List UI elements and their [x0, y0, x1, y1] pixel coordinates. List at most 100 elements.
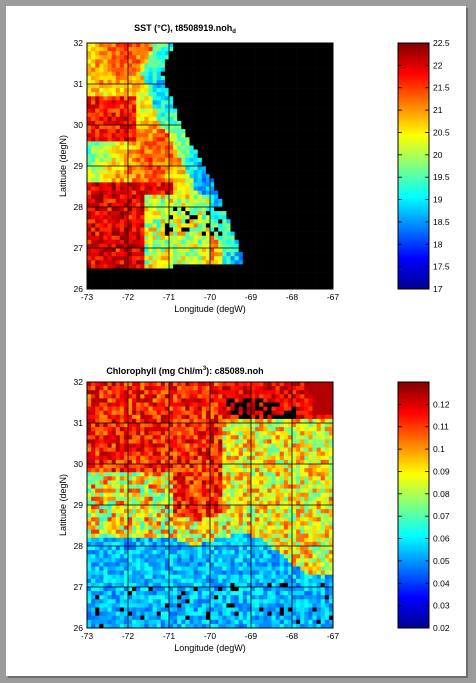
map-cell: [234, 186, 239, 191]
map-cell: [205, 435, 211, 440]
map-cell: [107, 394, 112, 399]
map-cell: [210, 223, 215, 228]
map-cell: [218, 414, 223, 420]
map-cell: [115, 170, 121, 175]
map-cell: [255, 194, 260, 200]
map-cell: [132, 75, 137, 81]
map-cell: [324, 402, 330, 407]
map-cell: [263, 268, 268, 273]
map-cell: [304, 174, 309, 179]
map-cell: [148, 276, 153, 282]
map-cell: [144, 398, 149, 403]
map-cell: [197, 235, 203, 241]
map-cell: [222, 120, 227, 126]
map-cell: [259, 190, 264, 195]
map-cell: [246, 161, 252, 167]
map-cell: [234, 170, 239, 175]
map-cell: [197, 398, 203, 403]
map-cell: [123, 174, 129, 179]
map-cell: [164, 451, 170, 457]
map-cell: [140, 443, 145, 448]
map-cell: [328, 227, 334, 232]
map-cell: [292, 243, 297, 249]
map-cell: [238, 202, 244, 208]
map-cell: [189, 202, 194, 208]
map-cell: [267, 190, 272, 195]
map-cell: [210, 219, 215, 224]
map-cell: [296, 104, 301, 109]
map-cell: [275, 71, 280, 77]
map-cell: [267, 451, 272, 457]
map-cell: [136, 141, 141, 146]
map-cell: [251, 108, 256, 113]
map-cell: [271, 141, 276, 146]
map-cell: [197, 190, 203, 195]
map-cell: [185, 248, 190, 253]
x-tick-label: -68: [286, 292, 299, 302]
map-cell: [164, 435, 170, 440]
map-cell: [320, 447, 326, 452]
map-cell: [316, 182, 321, 187]
map-cell: [292, 439, 297, 444]
map-cell: [279, 92, 285, 97]
map-cell: [324, 71, 330, 77]
map-cell: [164, 71, 170, 77]
map-cell: [95, 157, 100, 163]
map-cell: [193, 51, 198, 56]
map-cell: [119, 280, 125, 286]
map-cell: [300, 120, 305, 126]
map-cell: [275, 284, 280, 290]
map-cell: [152, 79, 157, 85]
map-cell: [173, 47, 178, 52]
map-cell: [193, 59, 198, 64]
map-cell: [140, 194, 145, 200]
map-cell: [123, 256, 129, 261]
map-cell: [205, 386, 211, 391]
map-cell: [226, 170, 231, 175]
map-cell: [263, 219, 268, 224]
map-cell: [287, 47, 293, 52]
map-cell: [107, 382, 112, 387]
map-cell: [144, 235, 149, 241]
map-cell: [316, 264, 321, 269]
map-cell: [275, 406, 280, 411]
map-cell: [271, 443, 276, 448]
map-cell: [201, 423, 207, 428]
map-cell: [169, 120, 174, 126]
map-cell: [201, 252, 207, 257]
map-cell: [185, 468, 190, 473]
map-cell: [111, 145, 116, 150]
map-cell: [267, 170, 272, 175]
map-cell: [283, 382, 289, 387]
map-cell: [226, 104, 231, 109]
map-cell: [87, 459, 92, 465]
map-cell: [103, 219, 108, 224]
map-cell: [263, 133, 268, 138]
map-cell: [132, 116, 137, 122]
map-cell: [111, 260, 116, 265]
map-cell: [107, 133, 112, 138]
map-cell: [255, 51, 260, 56]
map-cell: [132, 256, 137, 261]
map-cell: [156, 386, 162, 391]
map-cell: [308, 63, 313, 68]
map-cell: [160, 235, 166, 241]
map-cell: [275, 174, 280, 179]
map-cell: [103, 108, 108, 113]
map-cell: [238, 264, 244, 269]
map-cell: [132, 451, 137, 457]
map-cell: [119, 84, 125, 89]
map-cell: [210, 260, 215, 265]
map-cell: [119, 414, 125, 420]
map-cell: [185, 153, 190, 159]
sst-map-image: [87, 43, 334, 290]
map-cell: [185, 459, 190, 465]
map-cell: [304, 243, 309, 249]
map-cell: [107, 219, 112, 224]
map-cell: [222, 129, 227, 134]
map-cell: [119, 394, 125, 399]
map-cell: [312, 84, 317, 89]
map-cell: [312, 108, 317, 113]
map-cell: [222, 235, 227, 241]
map-cell: [218, 190, 223, 195]
